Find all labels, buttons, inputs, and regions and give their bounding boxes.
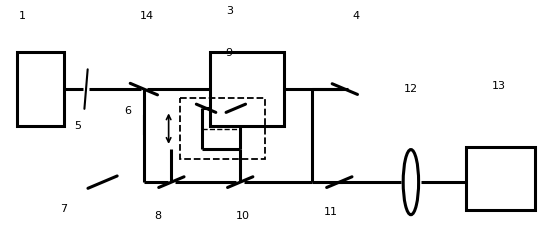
Bar <box>17 52 64 126</box>
Text: 13: 13 <box>492 80 506 91</box>
Text: 6: 6 <box>124 106 131 116</box>
Bar <box>210 52 284 126</box>
Text: 4: 4 <box>352 11 359 21</box>
Bar <box>466 147 535 210</box>
Text: 12: 12 <box>404 84 418 94</box>
Text: 8: 8 <box>154 211 161 221</box>
Bar <box>179 98 265 159</box>
Text: 9: 9 <box>226 48 233 58</box>
Text: 3: 3 <box>226 6 233 16</box>
Text: 1: 1 <box>19 11 26 21</box>
Text: 11: 11 <box>324 207 338 217</box>
Text: 10: 10 <box>236 211 250 221</box>
Ellipse shape <box>403 150 418 215</box>
Text: 7: 7 <box>61 204 67 214</box>
Text: 5: 5 <box>75 121 81 131</box>
Text: 14: 14 <box>140 11 153 21</box>
